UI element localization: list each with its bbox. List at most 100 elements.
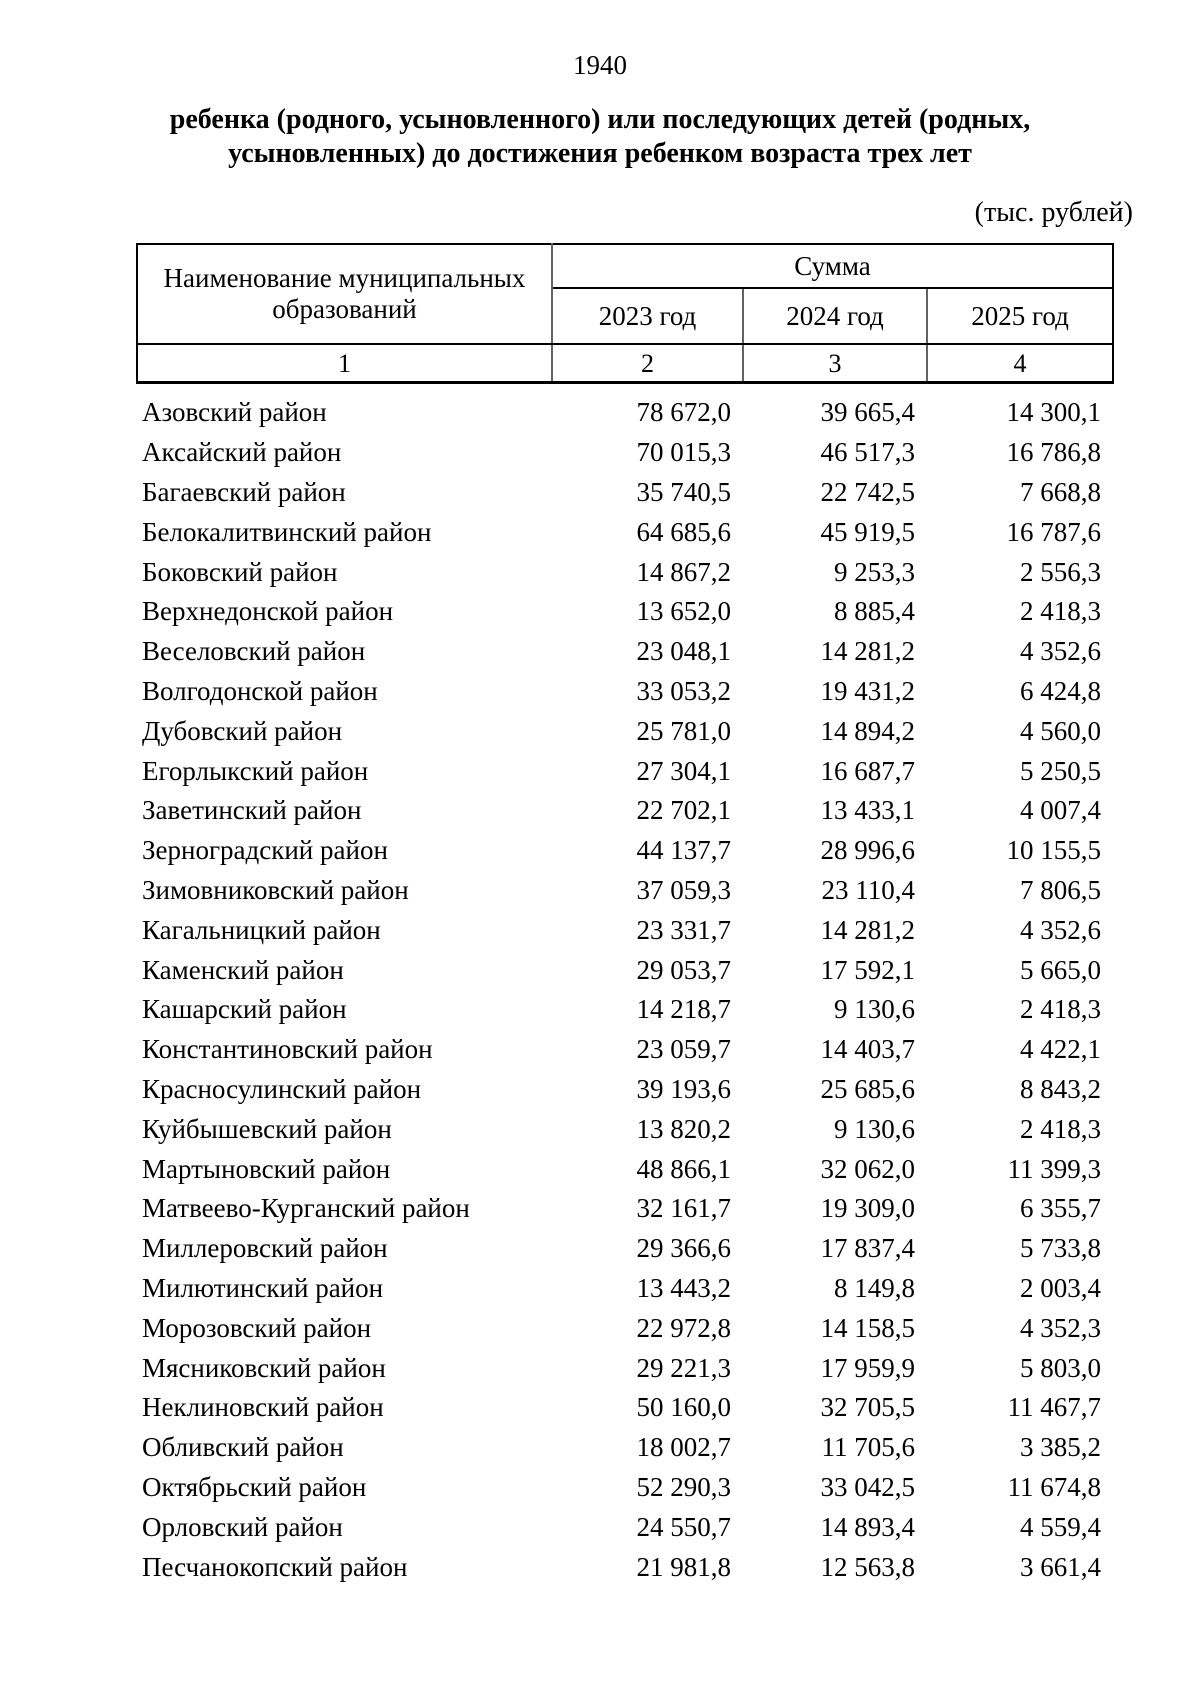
- district-name-cell: Заветинский район: [142, 795, 362, 826]
- table-row: Октябрьский район 52 290,3 33 042,5 11 6…: [136, 1468, 1112, 1508]
- year-header-2025: 2025 год: [927, 288, 1114, 345]
- document-title-line-1: ребенка (родного, усыновленного) или пос…: [169, 104, 1031, 135]
- value-cell-2025: 8 843,2: [1020, 1073, 1101, 1104]
- value-cell-2023: 64 685,6: [636, 516, 732, 547]
- district-name-cell: Азовский район: [142, 397, 327, 428]
- value-cell-2025: 7 806,5: [1020, 874, 1101, 905]
- table-row: Боковский район 14 867,2 9 253,3 2 556,3: [136, 552, 1112, 592]
- district-name-cell: Верхнедонской район: [142, 596, 394, 627]
- value-cell-2025: 3 385,2: [1020, 1432, 1101, 1463]
- index-cell-3: 3: [743, 344, 928, 384]
- value-cell-2024: 14 281,2: [820, 636, 916, 667]
- district-name-cell: Егорлыкский район: [142, 755, 369, 786]
- value-cell-2023: 13 443,2: [636, 1272, 732, 1303]
- value-cell-2024: 23 110,4: [821, 874, 916, 905]
- value-cell-2024: 12 563,8: [820, 1551, 916, 1582]
- value-cell-2024: 9 253,3: [834, 556, 915, 587]
- value-cell-2024: 16 687,7: [820, 755, 916, 786]
- name-column-header: Наименование муниципальных образований: [137, 244, 553, 345]
- value-cell-2023: 44 137,7: [636, 835, 732, 866]
- table-row: Неклиновский район 50 160,0 32 705,5 11 …: [136, 1388, 1112, 1428]
- table-row: Аксайский район 70 015,3 46 517,3 16 786…: [136, 433, 1112, 473]
- value-cell-2025: 2 418,3: [1020, 1113, 1101, 1144]
- district-name-cell: Боковский район: [142, 556, 338, 587]
- district-name-cell: Аксайский район: [142, 437, 342, 468]
- value-cell-2024: 19 431,2: [820, 675, 916, 706]
- value-cell-2024: 14 893,4: [820, 1511, 916, 1542]
- value-cell-2025: 4 007,4: [1020, 795, 1101, 826]
- table-header: Наименование муниципальных образований С…: [136, 243, 1115, 384]
- value-cell-2025: 2 418,3: [1020, 596, 1101, 627]
- table-row: Константиновский район 23 059,7 14 403,7…: [136, 1030, 1112, 1070]
- index-cell-1: 1: [137, 344, 553, 384]
- table-row: Орловский район 24 550,7 14 893,4 4 559,…: [136, 1507, 1112, 1547]
- value-cell-2025: 10 155,5: [1006, 835, 1102, 866]
- district-name-cell: Зимовниковский район: [142, 874, 409, 905]
- value-cell-2025: 6 355,7: [1020, 1193, 1101, 1224]
- table-row: Егорлыкский район 27 304,1 16 687,7 5 25…: [136, 751, 1112, 791]
- value-cell-2025: 5 250,5: [1020, 755, 1101, 786]
- value-cell-2023: 37 059,3: [636, 874, 732, 905]
- units-note: (тыс. рублей): [974, 197, 1133, 228]
- value-cell-2024: 33 042,5: [820, 1471, 916, 1502]
- document-title-line-2: усыновленных) до достижения ребенком воз…: [228, 138, 972, 169]
- table-row: Милютинский район 13 443,2 8 149,8 2 003…: [136, 1269, 1112, 1309]
- document-title: ребенка (родного, усыновленного) или пос…: [90, 103, 1110, 171]
- value-cell-2024: 46 517,3: [820, 437, 916, 468]
- table-row: Обливский район 18 002,7 11 705,6 3 385,…: [136, 1428, 1112, 1468]
- value-cell-2025: 4 352,6: [1020, 636, 1101, 667]
- table-row: Мясниковский район 29 221,3 17 959,9 5 8…: [136, 1348, 1112, 1388]
- table-data: Азовский район 78 672,0 39 665,4 14 300,…: [136, 393, 1112, 1587]
- value-cell-2025: 16 787,6: [1006, 516, 1102, 547]
- table-row: Кагальницкий район 23 331,7 14 281,2 4 3…: [136, 910, 1112, 950]
- value-cell-2023: 13 652,0: [636, 596, 732, 627]
- value-cell-2023: 22 702,1: [636, 795, 732, 826]
- value-cell-2024: 39 665,4: [820, 397, 916, 428]
- value-cell-2024: 22 742,5: [820, 476, 916, 507]
- municipal-amounts-table: Наименование муниципальных образований С…: [136, 243, 1115, 1587]
- district-name-cell: Неклиновский район: [142, 1392, 384, 1423]
- value-cell-2024: 9 130,6: [834, 1113, 915, 1144]
- value-cell-2025: 5 733,8: [1020, 1233, 1101, 1264]
- district-name-cell: Морозовский район: [142, 1312, 372, 1343]
- value-cell-2024: 14 158,5: [820, 1312, 916, 1343]
- value-cell-2024: 13 433,1: [820, 795, 916, 826]
- value-cell-2025: 5 803,0: [1020, 1352, 1101, 1383]
- district-name-cell: Обливский район: [142, 1432, 344, 1463]
- table-row: Заветинский район 22 702,1 13 433,1 4 00…: [136, 791, 1112, 831]
- value-cell-2025: 5 665,0: [1020, 954, 1101, 985]
- table-row: Волгодонской район 33 053,2 19 431,2 6 4…: [136, 672, 1112, 712]
- value-cell-2025: 2 556,3: [1020, 556, 1101, 587]
- value-cell-2025: 7 668,8: [1020, 476, 1101, 507]
- district-name-cell: Октябрьский район: [142, 1471, 367, 1502]
- value-cell-2024: 14 403,7: [820, 1034, 916, 1065]
- value-cell-2024: 9 130,6: [834, 994, 915, 1025]
- table-row: Мартыновский район 48 866,1 32 062,0 11 …: [136, 1149, 1112, 1189]
- district-name-cell: Волгодонской район: [142, 675, 378, 706]
- table-row: Морозовский район 22 972,8 14 158,5 4 35…: [136, 1308, 1112, 1348]
- value-cell-2024: 14 894,2: [820, 715, 916, 746]
- value-cell-2023: 32 161,7: [636, 1193, 732, 1224]
- value-cell-2023: 22 972,8: [636, 1312, 732, 1343]
- value-cell-2023: 23 331,7: [636, 914, 732, 945]
- value-cell-2025: 4 559,4: [1020, 1511, 1101, 1542]
- value-cell-2023: 39 193,6: [636, 1073, 732, 1104]
- district-name-cell: Белокалитвинский район: [142, 516, 432, 547]
- district-name-cell: Куйбышевский район: [142, 1113, 392, 1144]
- value-cell-2025: 4 352,3: [1020, 1312, 1101, 1343]
- value-cell-2024: 17 592,1: [820, 954, 916, 985]
- table-row: Азовский район 78 672,0 39 665,4 14 300,…: [136, 393, 1112, 433]
- district-name-cell: Зерноградский район: [142, 835, 388, 866]
- value-cell-2023: 23 048,1: [636, 636, 732, 667]
- district-name-cell: Матвеево-Курганский район: [142, 1193, 470, 1224]
- value-cell-2024: 11 705,6: [821, 1432, 916, 1463]
- value-cell-2025: 16 786,8: [1006, 437, 1102, 468]
- value-cell-2024: 32 705,5: [820, 1392, 916, 1423]
- value-cell-2025: 14 300,1: [1006, 397, 1102, 428]
- year-header-2023: 2023 год: [552, 288, 744, 345]
- value-cell-2023: 21 981,8: [636, 1551, 732, 1582]
- value-cell-2025: 3 661,4: [1020, 1551, 1101, 1582]
- value-cell-2024: 45 919,5: [820, 516, 916, 547]
- value-cell-2024: 17 837,4: [820, 1233, 916, 1264]
